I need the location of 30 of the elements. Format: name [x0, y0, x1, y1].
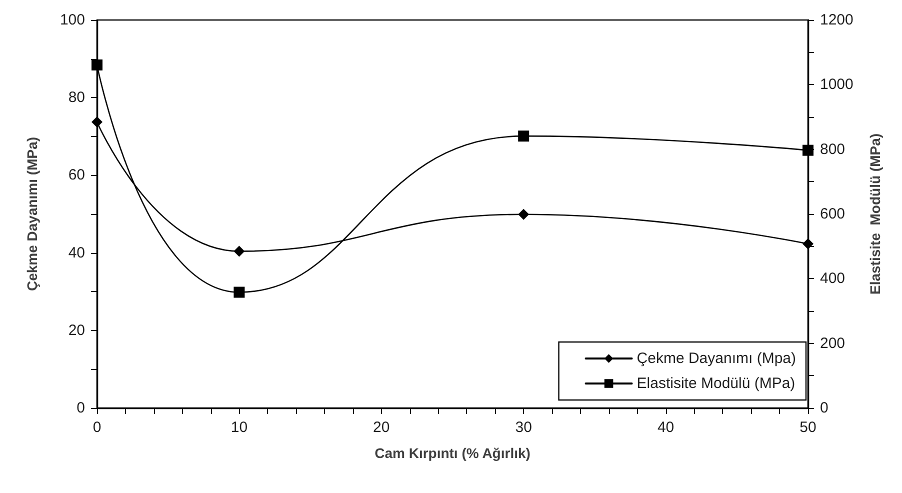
y-axis-title: Çekme Dayanımı (MPa): [24, 136, 40, 292]
y-tick-label: 60: [68, 166, 85, 184]
y-tick-label: 0: [76, 400, 85, 416]
legend-label: Çekme Dayanımı (Mpa): [636, 350, 796, 367]
y2-tick-label: 400: [820, 270, 846, 288]
y2-tick-label: 800: [820, 140, 846, 158]
y2-tick-label: 0: [820, 400, 828, 416]
legend-label: Elastisite Modülü (MPa): [636, 375, 796, 392]
y-tick-label: 20: [68, 322, 85, 339]
point: [234, 286, 245, 298]
y2-tick-label: 200: [820, 334, 846, 352]
x-tick-label: 30: [515, 419, 532, 436]
x-axis-title: Cam Kırpıntı (% Ağırlık): [374, 445, 530, 461]
y2-tick-label: 1200: [820, 12, 854, 28]
y-tick-label: 100: [60, 12, 85, 28]
point: [234, 246, 245, 257]
x-tick-label: 10: [230, 419, 248, 436]
y-tick-label: 40: [68, 244, 85, 262]
x-tick-label: 50: [800, 419, 816, 436]
y-tick-label: 80: [68, 89, 85, 106]
point: [518, 208, 530, 220]
y2-tick-label: 600: [820, 206, 846, 222]
y2-tick-label: 1000: [820, 76, 854, 94]
point: [92, 59, 102, 70]
point: [518, 130, 530, 142]
y2-axis-title: Elastisite Modülü (MPa): [867, 133, 883, 295]
point: [92, 116, 102, 128]
x-tick-label: 0: [92, 419, 102, 436]
x-tick-label: 20: [373, 419, 390, 436]
x-tick-label: 40: [657, 419, 674, 436]
